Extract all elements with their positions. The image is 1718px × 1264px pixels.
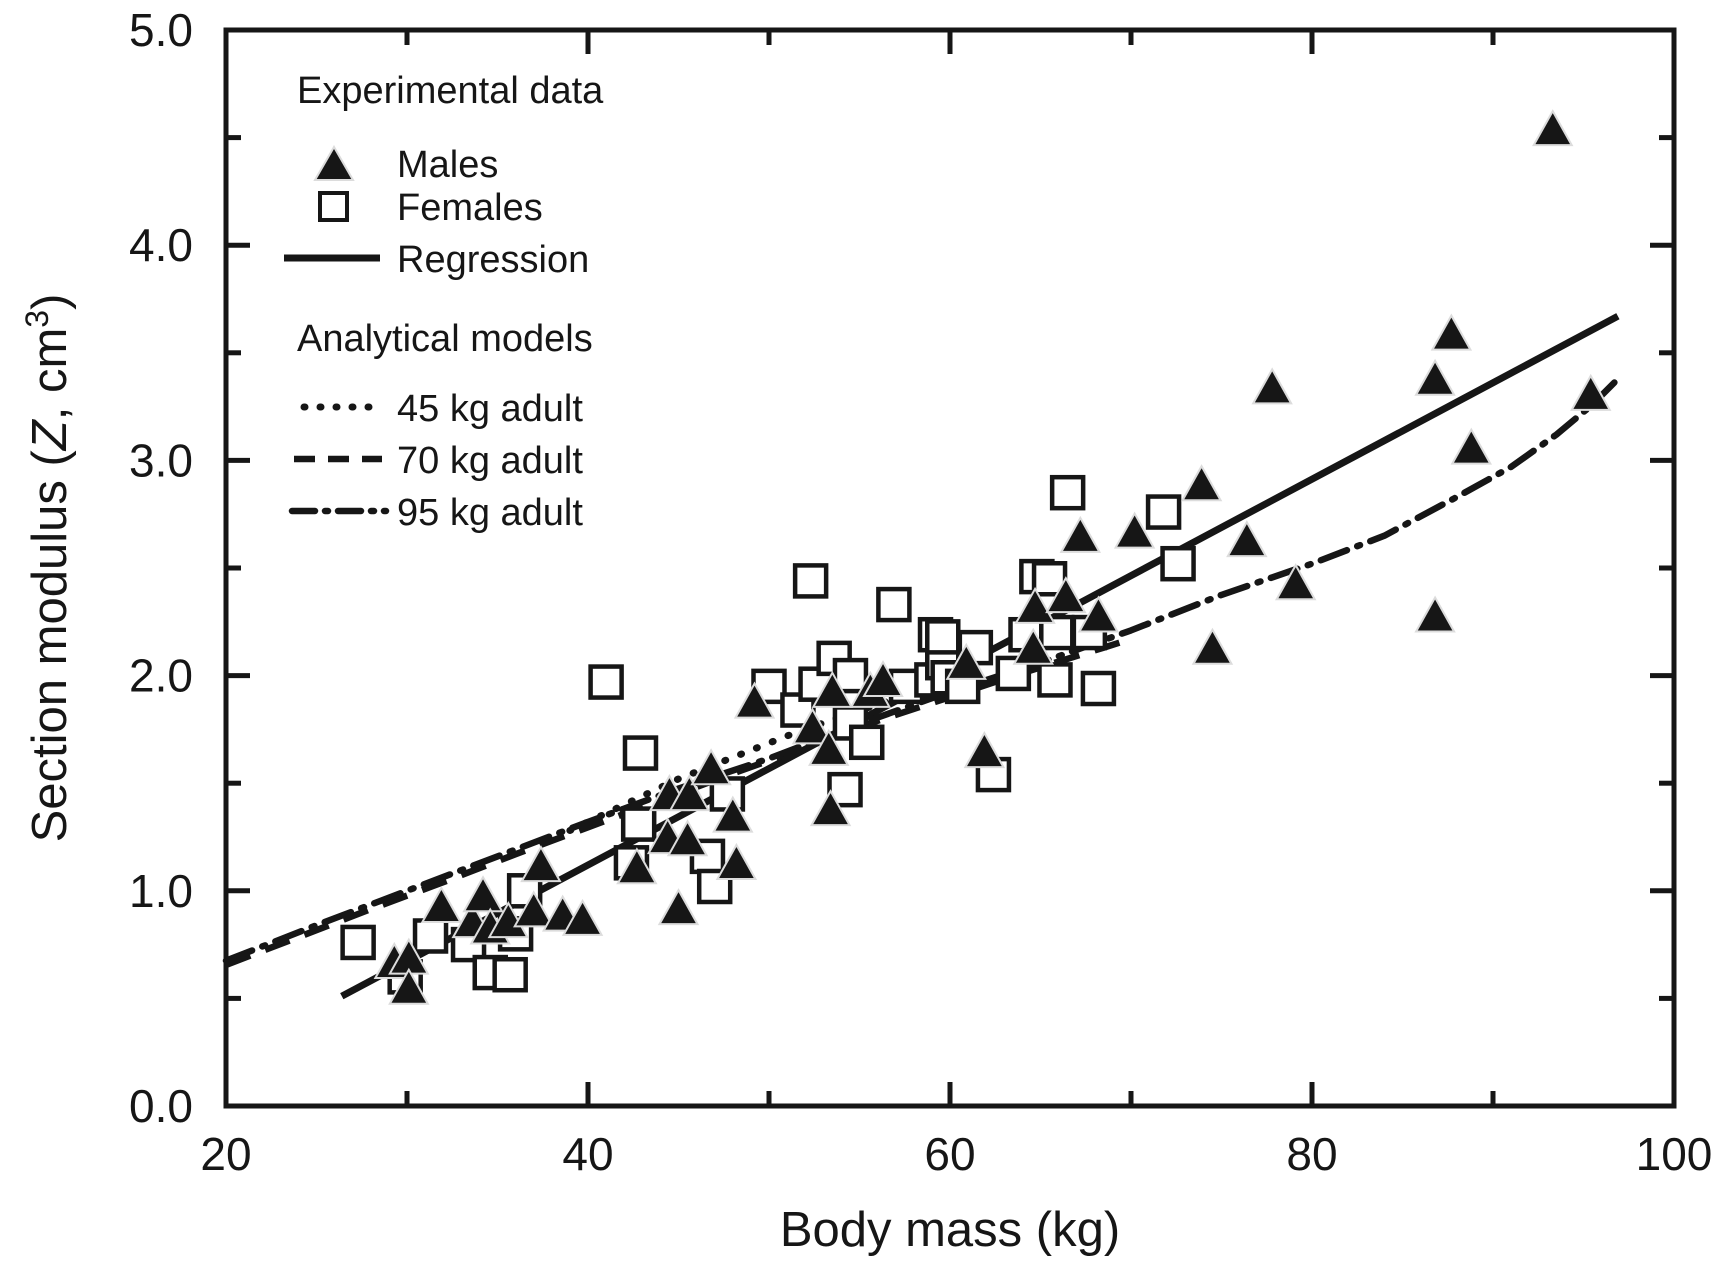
legend-label-males: Males [397, 144, 498, 186]
y-axis-title-unit: , cm [23, 328, 77, 421]
y-tick-label: 1.0 [129, 865, 193, 917]
male-point [512, 890, 555, 928]
legend-label-95kg: 95 kg adult [397, 492, 583, 534]
y-axis-title: Section modulus (Z, cm3) [19, 294, 77, 843]
female-point [1080, 670, 1117, 707]
male-point [1226, 520, 1268, 558]
female-point [492, 956, 528, 993]
male-point [1012, 627, 1054, 665]
legend-label-45kg: 45 kg adult [397, 388, 583, 430]
female-point [622, 735, 659, 771]
data-points-layer [340, 109, 1612, 1005]
male-point [1570, 373, 1612, 411]
male-point [1414, 358, 1456, 396]
y-tick-label: 3.0 [129, 434, 193, 486]
male-point [791, 707, 834, 745]
male-point [1430, 313, 1473, 351]
male-point [862, 660, 904, 698]
male-point [1077, 595, 1120, 633]
male-point [811, 670, 854, 708]
male-point [1532, 109, 1574, 147]
male-point [1414, 595, 1456, 633]
legend-males-triangle-icon [313, 144, 355, 181]
male-point [1180, 464, 1223, 502]
male-point [666, 819, 709, 857]
female-point [792, 563, 829, 599]
female-point [1145, 494, 1182, 530]
legend: Experimental data Males Females Regressi… [284, 70, 604, 534]
legend-header-experimental: Experimental data [297, 70, 604, 112]
45-kg-adult-curve [566, 685, 927, 834]
male-point [668, 774, 711, 812]
legend-label-70kg: 70 kg adult [397, 440, 583, 482]
y-axis-title-prefix: Section modulus ( [23, 450, 77, 843]
male-point [462, 875, 504, 913]
female-point [1160, 545, 1196, 582]
y-tick-label: 0.0 [129, 1080, 193, 1132]
male-point [963, 731, 1006, 769]
male-point [945, 642, 987, 680]
male-point [1113, 511, 1156, 549]
male-point [1059, 515, 1102, 553]
male-point [561, 898, 604, 936]
y-axis-title-suffix: ) [23, 294, 77, 310]
female-point [848, 724, 885, 761]
legend-label-females: Females [397, 187, 543, 229]
male-point [1014, 586, 1056, 624]
female-point [696, 868, 733, 905]
male-point [616, 847, 658, 885]
male-point [1275, 563, 1317, 601]
male-point [712, 795, 754, 833]
male-point [715, 842, 758, 880]
axes-layer: 20 40 60 80 100 0.0 1.0 2.0 3.0 4.0 5.0 [129, 4, 1712, 1180]
x-tick-label: 60 [924, 1128, 975, 1180]
male-point [808, 728, 850, 766]
y-tick-label: 2.0 [129, 650, 193, 702]
male-point [420, 885, 463, 924]
y-tick-label: 4.0 [129, 219, 193, 271]
legend-label-regression: Regression [397, 239, 589, 281]
male-point [1251, 367, 1293, 405]
x-tick-label: 20 [200, 1128, 251, 1180]
70-kg-adult-curve [224, 635, 1132, 969]
x-tick-label: 80 [1286, 1128, 1337, 1180]
x-tick-label: 100 [1636, 1128, 1713, 1180]
female-point [1049, 474, 1086, 511]
male-point [1191, 627, 1234, 665]
male-point [1450, 427, 1492, 465]
female-point [1037, 662, 1073, 698]
male-point [1045, 576, 1087, 614]
x-tick-label: 40 [562, 1128, 613, 1180]
y-axis-title-superscript: 3 [19, 310, 55, 328]
male-point [520, 845, 562, 883]
female-point [620, 806, 657, 842]
male-point [388, 967, 430, 1005]
legend-females-square-icon [318, 191, 349, 222]
x-axis-title: Body mass (kg) [780, 1203, 1120, 1257]
male-point [809, 789, 852, 827]
female-point [876, 586, 912, 623]
female-point [588, 664, 624, 700]
male-point [657, 888, 700, 926]
legend-header-analytical: Analytical models [297, 318, 593, 360]
female-point [340, 924, 376, 961]
male-point [690, 748, 732, 786]
male-point [733, 681, 776, 719]
female-point [412, 918, 449, 954]
y-axis-title-variable: Z [23, 418, 77, 451]
female-point [925, 619, 961, 655]
y-tick-label: 5.0 [129, 4, 193, 56]
